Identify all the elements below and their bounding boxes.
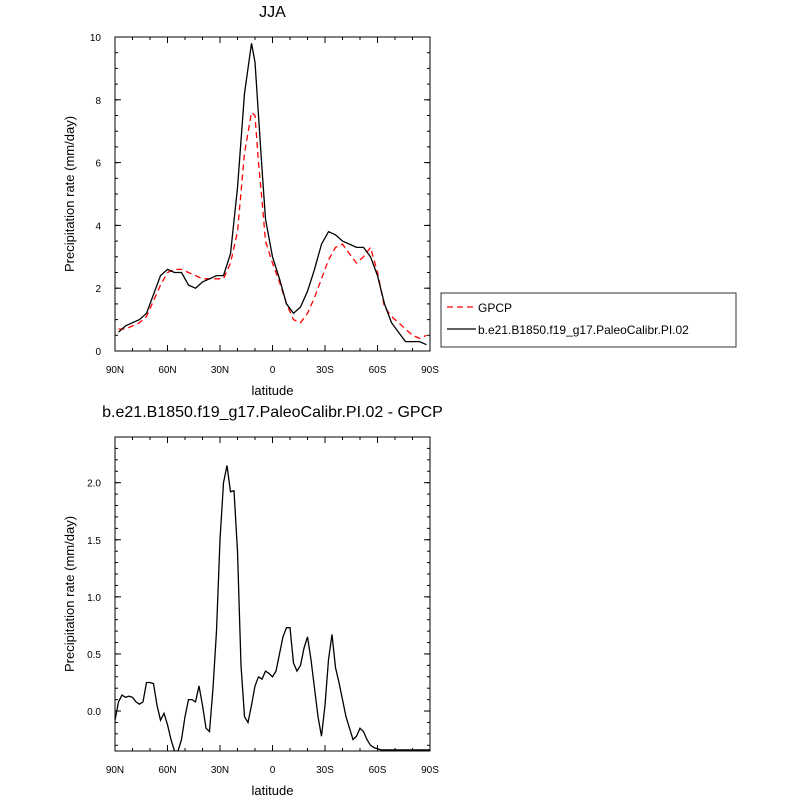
y-tick-label: 0 [95,347,101,358]
y-tick-label: 1.5 [87,536,101,547]
x-tick-label: 30S [316,365,334,376]
x-tick-label: 90N [106,365,124,376]
x-tick-label: 60N [158,365,176,376]
series-line-difference [115,465,430,751]
x-tick-label: 60S [369,365,387,376]
chart-panel-1: JJA latitude Precipitation rate (mm/day) 90… [62,4,737,398]
y-axis-label: Precipitation rate (mm/day) [62,516,77,672]
plot-frame [114,36,431,352]
legend-label: GPCP [478,301,512,315]
y-tick-label: 10 [90,33,102,44]
x-tick-label: 60S [369,765,387,776]
y-tick-label: 8 [95,96,101,107]
y-axis-label: Precipitation rate (mm/day) [62,116,77,272]
x-tick-label: 30N [211,365,229,376]
x-axis-label: latitude [252,383,294,398]
x-tick-label: 0 [270,365,276,376]
series-line-b-e21-b1850-f19-g17-paleocalibr-pi-02 [118,43,427,346]
y-tick-label: 1.0 [87,593,101,604]
x-tick-label: 30N [211,765,229,776]
y-tick-label: 0.0 [87,707,101,718]
x-axis-label: latitude [252,783,294,798]
y-tick-label: 4 [95,221,101,232]
y-tick-label: 0.5 [87,650,101,661]
legend: GPCP b.e21.B1850.f19_g17.PaleoCalibr.PI.0… [440,292,737,348]
x-tick-label: 90S [421,365,439,376]
legend-box [440,292,737,348]
y-tick-label: 2.0 [87,479,101,490]
x-tick-label: 0 [270,765,276,776]
x-tick-label: 90N [106,765,124,776]
legend-label: b.e21.B1850.f19_g17.PaleoCalibr.PI.02 [478,323,689,337]
x-tick-label: 60N [158,765,176,776]
y-tick-label: 2 [95,284,101,295]
x-tick-label: 30S [316,765,334,776]
plot-frame [114,436,431,752]
series-line-gpcp [118,111,427,340]
chart-title: b.e21.B1850.f19_g17.PaleoCalibr.PI.02 - … [102,404,443,421]
y-tick-label: 6 [95,159,101,170]
chart-title: JJA [259,4,286,21]
x-tick-label: 90S [421,765,439,776]
chart-panel-2: b.e21.B1850.f19_g17.PaleoCalibr.PI.02 - … [62,404,443,798]
